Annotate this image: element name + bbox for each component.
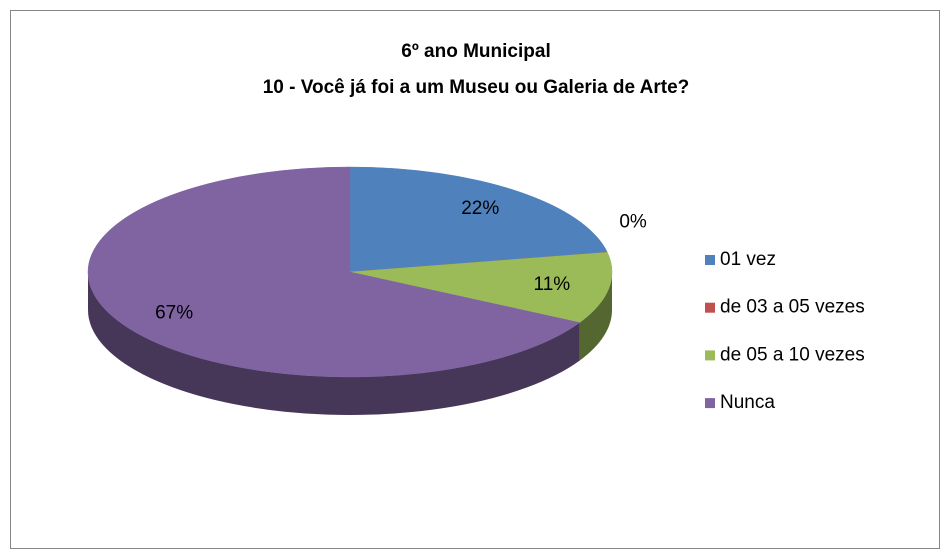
data-label: 67%	[155, 303, 193, 324]
chart-title: 6º ano Municipal	[401, 41, 550, 62]
legend-swatch	[705, 398, 715, 409]
legend-label: de 03 a 05 vezes	[720, 297, 865, 318]
legend-label: de 05 a 10 vezes	[720, 344, 865, 365]
slice	[349, 252, 613, 323]
legend-swatch	[705, 255, 715, 265]
slice	[87, 166, 581, 378]
slice-side	[579, 272, 612, 361]
slice-side	[88, 272, 580, 415]
data-label: 0%	[619, 211, 647, 232]
data-label: 11%	[534, 274, 571, 295]
data-label: 22%	[461, 198, 499, 219]
slice	[349, 166, 608, 273]
legend-swatch	[705, 302, 715, 313]
legend-label: 01 vez	[720, 249, 776, 270]
legend-label: Nunca	[720, 392, 775, 413]
legend-swatch	[705, 350, 715, 361]
chart-subtitle: 10 - Você já foi a um Museu ou Galeria d…	[263, 77, 690, 98]
